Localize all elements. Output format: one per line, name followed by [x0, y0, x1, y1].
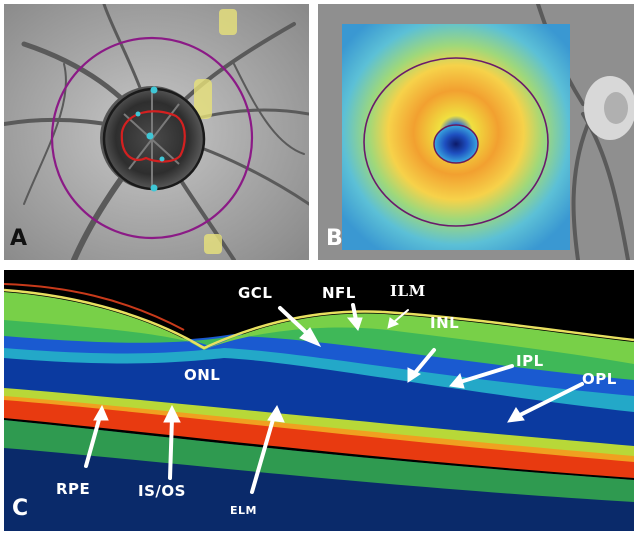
label-inl: INL [430, 314, 460, 332]
retinal-layers [4, 283, 634, 531]
panel-label-a: A [10, 226, 28, 251]
label-ilm: ILM [390, 282, 426, 300]
layer-arrows [84, 303, 584, 494]
fovea-center [434, 125, 478, 163]
arrow-elm [250, 414, 276, 494]
arrow-ilm [393, 309, 409, 323]
scan-circle [50, 36, 254, 240]
panel-b-macula-thickness-map: B [318, 4, 634, 260]
panel-c-oct-bscan: GCL NFL ILM INL IPL OPL ONL RPE IS/OS EL… [4, 270, 634, 531]
macula-scan-circle [363, 57, 549, 227]
macula-thickness-graphic [318, 4, 634, 260]
label-opl: OPL [582, 370, 617, 388]
panel-label-b: B [326, 226, 343, 251]
label-nfl: NFL [322, 284, 356, 302]
arrow-inl [412, 348, 436, 376]
oct-bscan-graphic [4, 270, 634, 531]
arrow-opl [516, 382, 584, 418]
yellow-highlight-marks [194, 9, 237, 254]
label-isos: IS/OS [138, 482, 186, 500]
arrow-isos [168, 416, 174, 480]
optic-disc-fundus-graphic [4, 4, 309, 260]
label-gcl: GCL [238, 284, 273, 302]
panel-label-c: C [12, 496, 29, 521]
cup-outline [120, 110, 186, 163]
label-onl: ONL [184, 366, 221, 384]
arrow-ipl [458, 364, 514, 384]
label-ipl: IPL [516, 352, 544, 370]
label-elm: ELM [230, 504, 257, 517]
panel-a-optic-disc-image: A [4, 4, 309, 260]
disc-markers [135, 86, 165, 192]
label-rpe: RPE [56, 480, 91, 498]
arrow-rpe [84, 414, 102, 468]
